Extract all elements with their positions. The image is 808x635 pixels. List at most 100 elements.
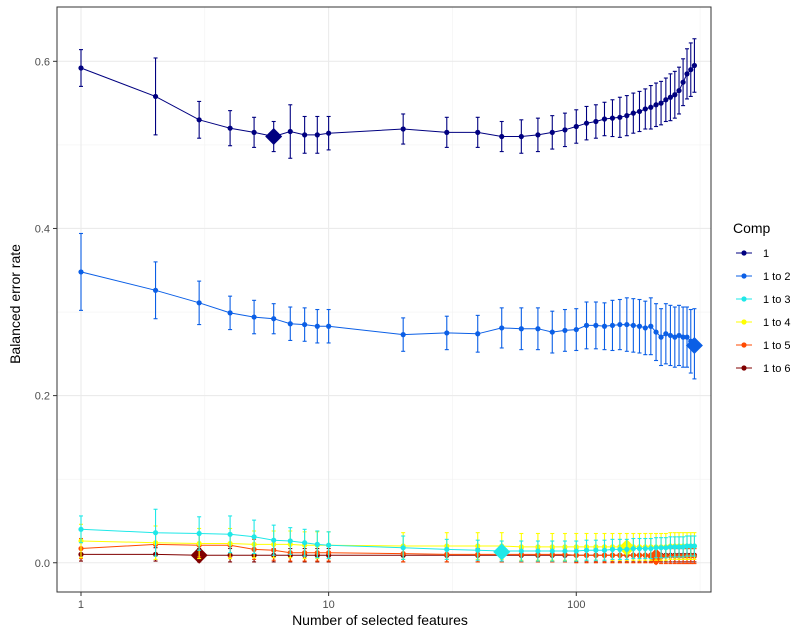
data-point (549, 129, 555, 135)
data-point (680, 334, 686, 340)
data-point (227, 531, 233, 537)
data-point (475, 547, 481, 553)
data-point (642, 106, 648, 112)
data-point (196, 300, 202, 306)
data-point (658, 545, 664, 551)
series-layer (78, 38, 703, 566)
data-point (684, 71, 690, 77)
optimal-marker (493, 543, 511, 561)
data-point (583, 547, 590, 553)
data-point (302, 321, 308, 328)
data-point (302, 540, 308, 546)
data-point (475, 129, 481, 135)
data-point (648, 545, 654, 552)
data-point (688, 67, 694, 73)
data-point (78, 269, 84, 275)
data-point (609, 546, 616, 552)
data-point (287, 321, 293, 327)
data-point (287, 128, 293, 135)
data-point (535, 326, 541, 332)
data-point (667, 332, 674, 339)
data-point (630, 322, 636, 329)
data-point (676, 332, 682, 339)
data-point (562, 327, 568, 334)
data-point (549, 329, 555, 335)
data-point (624, 113, 630, 119)
data-point (78, 526, 84, 532)
data-point (583, 322, 590, 329)
data-point (152, 287, 159, 293)
data-point (326, 542, 332, 548)
data-point (444, 129, 450, 135)
data-point (593, 322, 599, 329)
legend-item: 1 to 6 (736, 363, 791, 375)
optimal-marker (265, 128, 283, 146)
data-point (196, 117, 202, 123)
data-point (314, 132, 320, 138)
data-point (636, 108, 643, 115)
data-point (251, 534, 257, 540)
data-point (676, 544, 682, 550)
legend-label: 1 to 3 (763, 294, 791, 306)
y-tick-label: 0.6 (35, 56, 50, 68)
data-point (667, 94, 674, 100)
data-point (444, 546, 450, 552)
data-point (400, 545, 406, 551)
data-point (658, 100, 664, 106)
data-point (630, 110, 636, 116)
legend-items: 1 1 to 2 1 to 3 1 to 4 1 to 5 1 to 6 (736, 248, 791, 375)
data-point (684, 543, 690, 549)
data-point (691, 62, 698, 69)
y-axis-title: Balanced error rate (7, 244, 23, 364)
y-tick-label: 0.2 (35, 391, 50, 403)
data-point (672, 92, 678, 98)
data-point (593, 118, 599, 125)
series-1-to-2 (78, 232, 703, 380)
data-point (601, 116, 608, 122)
data-point (196, 530, 202, 537)
data-point (78, 65, 84, 71)
data-point (609, 115, 616, 121)
plot-panel-border (56, 6, 712, 593)
data-point (617, 321, 623, 328)
data-point (400, 126, 406, 132)
data-point (642, 325, 648, 331)
legend-item: 1 to 2 (736, 271, 791, 283)
legend-key-point (741, 296, 747, 302)
data-point (636, 545, 643, 552)
data-point (562, 548, 568, 554)
data-point (573, 548, 579, 554)
y-tick-label: 0.4 (35, 223, 50, 235)
data-point (609, 322, 616, 329)
data-point (314, 541, 320, 547)
data-point (535, 132, 541, 138)
data-point (518, 133, 524, 140)
data-point (648, 323, 654, 329)
data-point (624, 321, 630, 328)
data-point (672, 544, 678, 550)
data-point (562, 127, 568, 133)
x-tick-label: 100 (567, 599, 585, 611)
data-point (573, 326, 579, 333)
legend-label: 1 to 6 (763, 363, 791, 375)
data-point (676, 87, 682, 94)
data-point (663, 331, 669, 337)
data-point (152, 530, 159, 536)
data-point (684, 334, 690, 340)
data-point (326, 130, 332, 136)
data-point (326, 323, 332, 329)
data-point (573, 123, 579, 130)
data-point (251, 314, 257, 320)
legend-title: Comp (733, 220, 771, 236)
data-point (518, 326, 524, 332)
data-point (444, 330, 450, 336)
data-point (499, 325, 505, 331)
legend-label: 1 to 2 (763, 271, 791, 283)
data-point (663, 545, 669, 551)
data-point (672, 334, 678, 340)
series-1 (78, 38, 698, 159)
data-point (549, 548, 555, 554)
data-point (688, 543, 694, 549)
legend-key-point (741, 342, 747, 348)
